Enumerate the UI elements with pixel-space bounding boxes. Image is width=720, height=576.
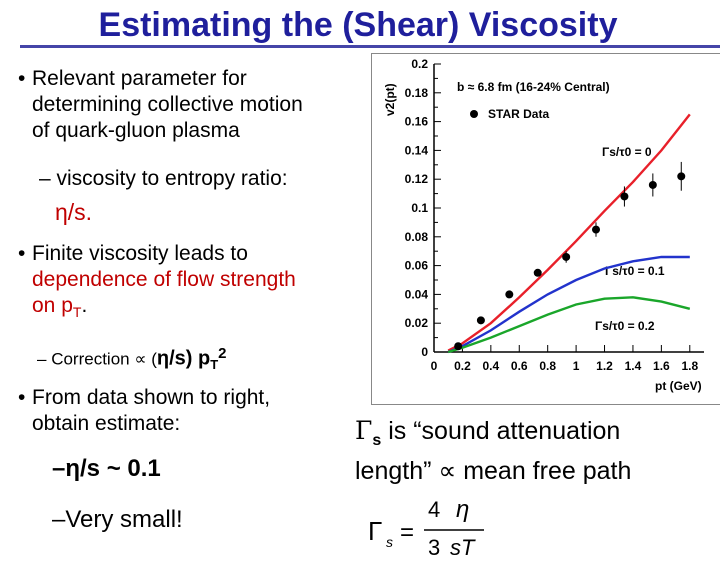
y-tick-label: 0.12 <box>405 172 429 186</box>
x-tick-label: 1.4 <box>625 359 642 373</box>
x-tick-label: 0.2 <box>454 359 471 373</box>
note-line: is “sound attenuation <box>381 417 621 445</box>
data-point <box>562 252 571 261</box>
y-tick-label: 0.2 <box>411 57 428 71</box>
sub-bullet-text: viscosity to entropy ratio: <box>56 167 288 190</box>
bullet-line: Relevant parameter for <box>32 67 247 90</box>
data-point <box>454 342 463 351</box>
correction-line: – Correction ∝ (η/s) pT2 <box>37 345 227 373</box>
sub-bullet-ratio: – viscosity to entropy ratio: <box>39 167 288 190</box>
superscript-2: 2 <box>218 345 227 362</box>
gamma-formula: Γ s = 4 η 3 sT <box>366 492 496 572</box>
bullet-line-highlight: on p <box>32 294 73 317</box>
subscript-t: T <box>210 357 219 373</box>
centrality-annotation: b ≈ 6.8 fm (16-24% Central) <box>457 80 610 94</box>
y-tick-label: 0 <box>421 345 428 359</box>
legend-marker <box>470 110 478 118</box>
x-tick-label: 0.8 <box>539 359 556 373</box>
curve-1aa62a <box>447 296 691 354</box>
x-tick-label: 0.4 <box>482 359 499 373</box>
y-tick-label: 0.16 <box>405 115 429 129</box>
legend-star-data: STAR Data <box>488 107 549 121</box>
subscript-s: s <box>372 432 382 449</box>
label-green-curve: Γs/τ0 = 0.2 <box>595 319 655 333</box>
y-tick-label: 0.08 <box>405 230 429 244</box>
correction-label: Correction ∝ ( <box>51 349 157 369</box>
bullet-line: determining collective motion <box>32 93 303 116</box>
y-tick-label: 0.14 <box>405 143 429 157</box>
data-point <box>677 172 686 181</box>
y-tick-label: 0.18 <box>405 86 429 100</box>
bullet-dot: • <box>18 386 26 409</box>
data-point <box>592 225 600 234</box>
estimate-value: –η/s ~ 0.1 <box>52 455 161 482</box>
v2-plot: v2(pt) pt (GeV) b ≈ 6.8 fm (16-24% Centr… <box>371 53 720 405</box>
y-tick-label: 0.04 <box>405 287 429 301</box>
data-point <box>505 290 514 299</box>
bullet-line: Finite viscosity leads to <box>32 242 248 265</box>
formula-equals: = <box>400 519 414 546</box>
x-tick-label: 1.2 <box>596 359 613 373</box>
bullet-line-highlight: dependence of flow strength <box>32 268 296 291</box>
bullet-from-data: • From data shown to right, obtain estim… <box>18 385 271 437</box>
gamma-symbol: Γ <box>355 416 373 445</box>
x-tick-label: 0 <box>431 359 438 373</box>
x-tick-label: 1 <box>573 359 580 373</box>
curve-e8202a <box>447 113 691 352</box>
bullet-dot: • <box>18 242 26 265</box>
bullet-line: of quark-gluon plasma <box>32 119 240 142</box>
y-tick-label: 0.1 <box>411 201 428 215</box>
bullet-line: From data shown to right, <box>32 386 271 409</box>
ratio-expression: η/s. <box>55 199 93 225</box>
title-underline <box>20 45 720 48</box>
period: . <box>81 294 88 317</box>
subscript-t: T <box>72 304 82 321</box>
formula-numerator-4: 4 <box>428 497 440 522</box>
x-tick-label: 0.6 <box>511 359 528 373</box>
data-point <box>648 180 657 189</box>
note-line: length” ∝ mean free path <box>355 457 632 485</box>
bullet-dot: • <box>18 67 26 90</box>
x-tick-label: 1.8 <box>681 359 698 373</box>
formula-subscript-s: s <box>386 534 393 550</box>
formula-denominator-sT: sT <box>450 535 476 560</box>
formula-eta: η <box>456 496 469 523</box>
x-tick-label: 1.6 <box>653 359 670 373</box>
very-small-note: –Very small! <box>52 506 183 533</box>
sound-attenuation-note: Γs is “sound attenuation length” ∝ mean … <box>355 416 631 486</box>
curve-2233cc <box>447 255 690 354</box>
bullet-line: obtain estimate: <box>32 412 181 435</box>
y-axis-label: v2(pt) <box>383 83 397 116</box>
y-tick-label: 0.06 <box>405 259 429 273</box>
data-point <box>533 268 542 277</box>
bullet-finite-viscosity: • Finite viscosity leads to dependence o… <box>18 241 296 325</box>
slide-title: Estimating the (Shear) Viscosity <box>98 6 618 44</box>
x-axis-label: pt (GeV) <box>655 379 702 393</box>
formula-gamma: Γ <box>368 516 382 546</box>
v2-plot-svg: v2(pt) pt (GeV) b ≈ 6.8 fm (16-24% Centr… <box>383 57 704 393</box>
correction-expression: η/s) p <box>156 347 211 370</box>
formula-denominator-3: 3 <box>428 535 440 560</box>
data-point <box>620 192 629 201</box>
formula-svg: Γ s = 4 η 3 sT <box>368 496 484 560</box>
bullet-relevant-parameter: • Relevant parameter for determining col… <box>18 66 303 144</box>
label-red-curve: Γs/τ0 = 0 <box>602 145 652 159</box>
data-point <box>476 316 485 325</box>
y-tick-label: 0.02 <box>405 316 429 330</box>
label-blue-curve: Γs/τ0 = 0.1 <box>605 264 665 278</box>
